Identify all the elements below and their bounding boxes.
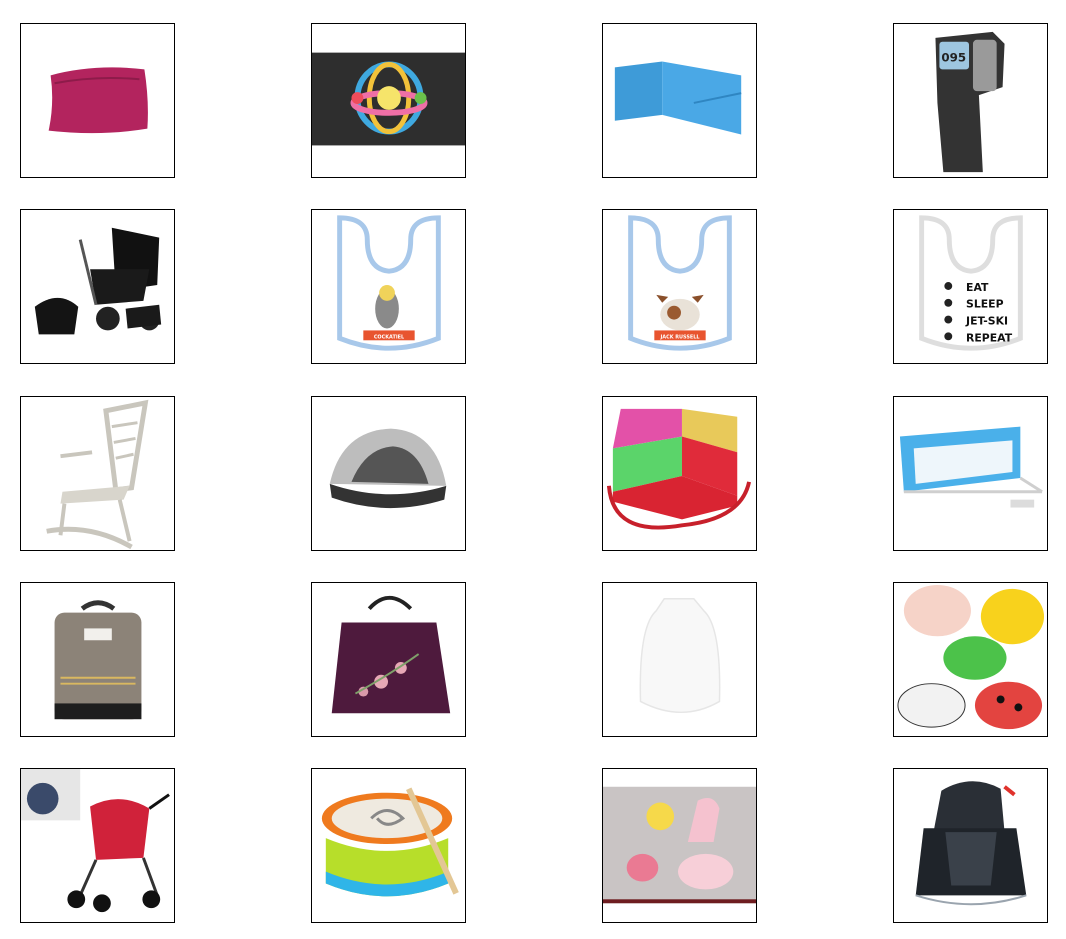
product-tile-infrared-thermometer[interactable]: 095 bbox=[893, 23, 1048, 178]
crib-bumper-image bbox=[614, 61, 742, 135]
bib-eat-sleep-image: EAT SLEEP JET-SKI REPEAT bbox=[919, 215, 1023, 351]
backpack-grey-image bbox=[54, 600, 142, 720]
product-tile-bib-jack-russell[interactable]: JACK RUSSELL bbox=[602, 209, 757, 364]
product-tile-backpack-grey[interactable] bbox=[20, 582, 175, 737]
bib-line-jet-ski: JET-SKI bbox=[965, 315, 1008, 328]
stroller-set-image bbox=[34, 227, 162, 335]
sleeping-bag-image bbox=[639, 598, 721, 714]
product-tile-stroller-red[interactable] bbox=[20, 768, 175, 923]
product-tile-toy-drum[interactable] bbox=[311, 768, 466, 923]
bed-rail-image bbox=[899, 426, 1043, 508]
car-seat-image bbox=[915, 781, 1027, 906]
product-tile-sleeping-bag[interactable] bbox=[602, 582, 757, 737]
product-tile-pillow[interactable] bbox=[20, 23, 175, 178]
bib-jack-russell-label: JACK RUSSELL bbox=[659, 334, 699, 340]
product-tile-travel-cot-tent[interactable] bbox=[311, 396, 466, 551]
product-tile-bath-toys[interactable] bbox=[893, 582, 1048, 737]
bib-line-eat: EAT bbox=[966, 281, 989, 294]
thermometer-image: 095 bbox=[935, 31, 1005, 173]
bib-line-sleep: SLEEP bbox=[966, 298, 1004, 311]
product-tile-car-seat[interactable] bbox=[893, 768, 1048, 923]
bib-line-repeat: REPEAT bbox=[966, 331, 1013, 344]
booster-seat-image bbox=[606, 408, 752, 530]
rocking-chair-image bbox=[46, 399, 149, 550]
travel-cot-tent-image bbox=[329, 428, 447, 509]
product-tile-bed-rail[interactable] bbox=[893, 396, 1048, 551]
product-tile-rattle-ball[interactable] bbox=[311, 23, 466, 178]
rattle-ball-image bbox=[312, 52, 465, 146]
product-tile-bib-cockatiel[interactable]: COCKATIEL bbox=[311, 209, 466, 364]
pillow-image bbox=[48, 67, 148, 134]
toy-drum-image bbox=[321, 787, 459, 897]
bath-toys-image bbox=[897, 584, 1045, 730]
bib-cockatiel-label: COCKATIEL bbox=[374, 334, 404, 340]
product-tile-backpack-purple[interactable] bbox=[311, 582, 466, 737]
product-tile-crib-bumper[interactable] bbox=[602, 23, 757, 178]
product-tile-wall-decals[interactable] bbox=[602, 768, 757, 923]
bib-cockatiel-image: COCKATIEL bbox=[337, 215, 441, 351]
product-tile-rocking-chair[interactable] bbox=[20, 396, 175, 551]
wall-decals-image bbox=[603, 786, 756, 904]
stroller-red-image bbox=[21, 769, 170, 913]
product-tile-bib-eat-sleep[interactable]: EAT SLEEP JET-SKI REPEAT bbox=[893, 209, 1048, 364]
thermometer-display-value: 095 bbox=[941, 51, 966, 65]
bib-jack-russell-image: JACK RUSSELL bbox=[628, 215, 732, 351]
product-tile-booster-seat[interactable] bbox=[602, 396, 757, 551]
backpack-purple-image bbox=[331, 595, 451, 714]
product-tile-stroller-set[interactable] bbox=[20, 209, 175, 364]
